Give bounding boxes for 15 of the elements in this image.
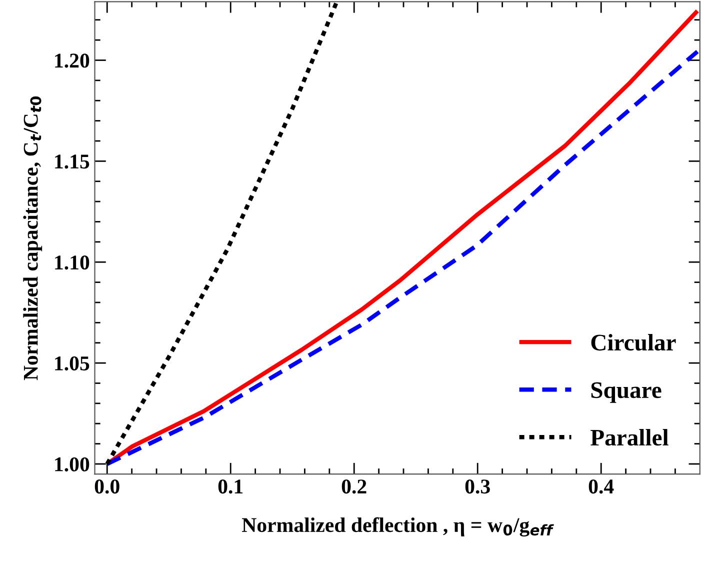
x-axis-title: Normalized deflection , η = w$_{0}$/g$_{eff}$ (242, 517, 554, 537)
y-tick-label: 1.00 (55, 457, 90, 472)
legend-label: Parallel (590, 429, 668, 446)
y-axis-title: Normalized capacitance, C$_{t}$/C$_{t0}$ (23, 96, 42, 380)
legend-label: Square (591, 382, 662, 403)
y-tick-label: 1.10 (55, 255, 90, 270)
y-tick-label: 1.05 (55, 356, 90, 371)
x-tick-label: 0.4 (588, 480, 614, 494)
x-tick-label: 0.1 (218, 480, 243, 494)
y-tick-label: 1.15 (55, 154, 90, 169)
y-tick-label: 1.20 (55, 54, 90, 68)
x-tick-label: 0.0 (94, 480, 120, 494)
legend-label: Circular (591, 334, 676, 351)
x-tick-label: 0.2 (342, 480, 366, 494)
x-tick-label: 0.3 (465, 480, 490, 494)
